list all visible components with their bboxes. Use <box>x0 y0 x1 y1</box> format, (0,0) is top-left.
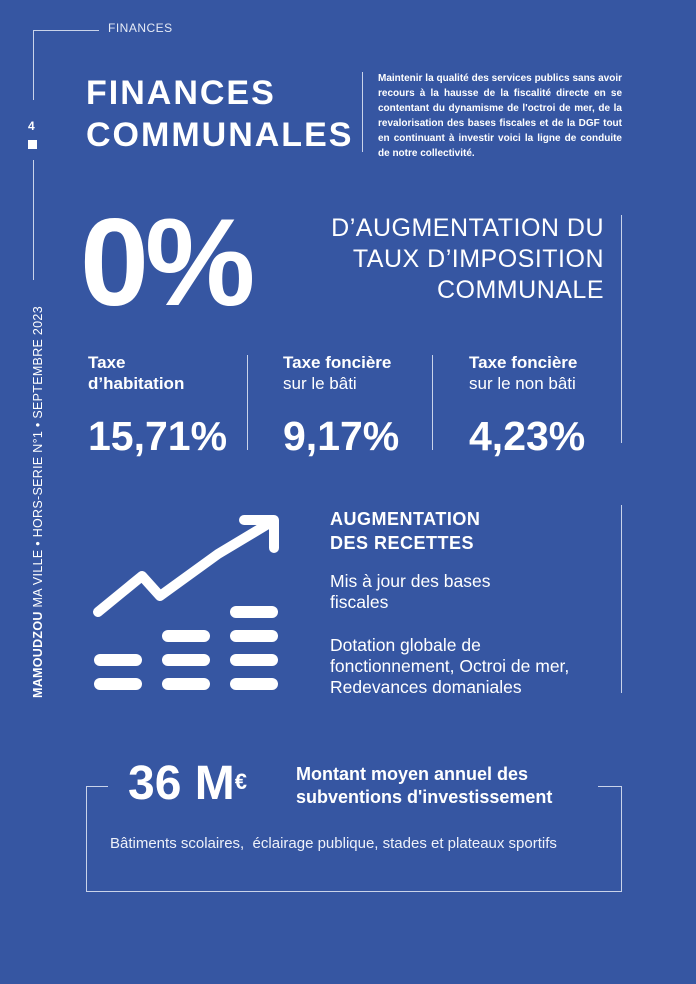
tax-bati-label: Taxe foncière <box>283 353 392 372</box>
subvention-description: Bâtiments scolaires, éclairage publique,… <box>110 835 557 852</box>
growth-item-1-line-1: Mis à jour des bases <box>330 571 491 591</box>
zero-percent: 0% <box>80 194 255 332</box>
growth-item-dotation: Dotation globale de fonctionnement, Octr… <box>330 635 569 698</box>
tax-habitation: Taxe d’habitation 15,71% <box>88 352 227 460</box>
subvention-amount-value: 36 M <box>128 757 235 810</box>
tax-fonciere-bati: Taxe foncière sur le bâti 9,17% <box>283 352 399 460</box>
publication-sidebar: MAMOUDZOU MA VILLE • HORS-SERIE N°1 • SE… <box>31 306 45 698</box>
subvention-label-line-1: Montant moyen annuel des <box>296 764 529 784</box>
page-title: FINANCES COMMUNALES <box>86 72 353 156</box>
publication-info: MA VILLE • HORS-SERIE N°1 • SEPTEMBRE 20… <box>31 306 45 612</box>
tax-habitation-sublabel: d’habitation <box>88 374 185 393</box>
subvention-label-line-2: subventions d'investissement <box>296 787 553 807</box>
tax-bati-sublabel: sur le bâti <box>283 374 357 393</box>
growth-item-bases: Mis à jour des bases fiscales <box>330 571 491 613</box>
tax-fonciere-non-bati: Taxe foncière sur le non bâti 4,23% <box>469 352 585 460</box>
box-top-right-rule <box>598 786 622 787</box>
growth-right-rule <box>621 505 622 693</box>
section-label: FINANCES <box>108 21 173 35</box>
currency-symbol: € <box>234 769 247 794</box>
growth-item-2-line-2: fonctionnement, Octroi de mer, <box>330 656 570 676</box>
tax-headline-line-3: COMMUNALE <box>436 276 604 304</box>
growth-item-2-line-3: Redevances domaniales <box>330 677 522 697</box>
tax-habitation-label: Taxe <box>88 353 126 372</box>
tax-bati-value: 9,17% <box>283 413 400 459</box>
brand-name: MAMOUDZOU <box>31 611 45 698</box>
box-top-left-rule <box>86 786 108 787</box>
tax-non-bati-label: Taxe foncière <box>469 353 578 372</box>
frame-left-rule-mid <box>33 160 34 280</box>
intro-text: Maintenir la qualité des services public… <box>378 73 622 159</box>
frame-top-rule <box>33 30 99 31</box>
subvention-label: Montant moyen annuel des subventions d'i… <box>296 763 552 809</box>
page-number: 4 <box>28 119 35 133</box>
growth-item-2-line-1: Dotation globale de <box>330 635 481 655</box>
tax-habitation-value: 15,71% <box>88 413 228 459</box>
subvention-amount: 36 M€ <box>128 756 247 812</box>
page-marker <box>28 140 37 149</box>
title-divider <box>362 72 363 152</box>
tax-right-rule <box>621 215 622 443</box>
growth-title: AUGMENTATION DES RECETTES <box>330 507 480 555</box>
tax-non-bati-value: 4,23% <box>469 413 586 459</box>
growth-title-line-2: DES RECETTES <box>330 533 475 553</box>
box-left-rule <box>86 786 87 892</box>
chart-growth-icon <box>93 515 279 690</box>
growth-item-1-line-2: fiscales <box>330 592 389 612</box>
title-line-1: FINANCES <box>86 74 276 112</box>
tax-non-bati-sublabel: sur le non bâti <box>469 374 576 393</box>
box-bottom-rule <box>86 891 622 892</box>
growth-title-line-1: AUGMENTATION <box>330 509 481 529</box>
tax-headline-line-1: D’AUGMENTATION DU <box>331 214 604 242</box>
frame-left-rule-top <box>33 30 34 100</box>
title-line-2: COMMUNALES <box>86 116 354 154</box>
tax-divider-2 <box>432 355 433 450</box>
box-right-rule <box>621 786 622 892</box>
tax-headline: D’AUGMENTATION DU TAUX D’IMPOSITION COMM… <box>284 213 604 306</box>
tax-divider-1 <box>247 355 248 450</box>
tax-headline-line-2: TAUX D’IMPOSITION <box>352 245 604 273</box>
